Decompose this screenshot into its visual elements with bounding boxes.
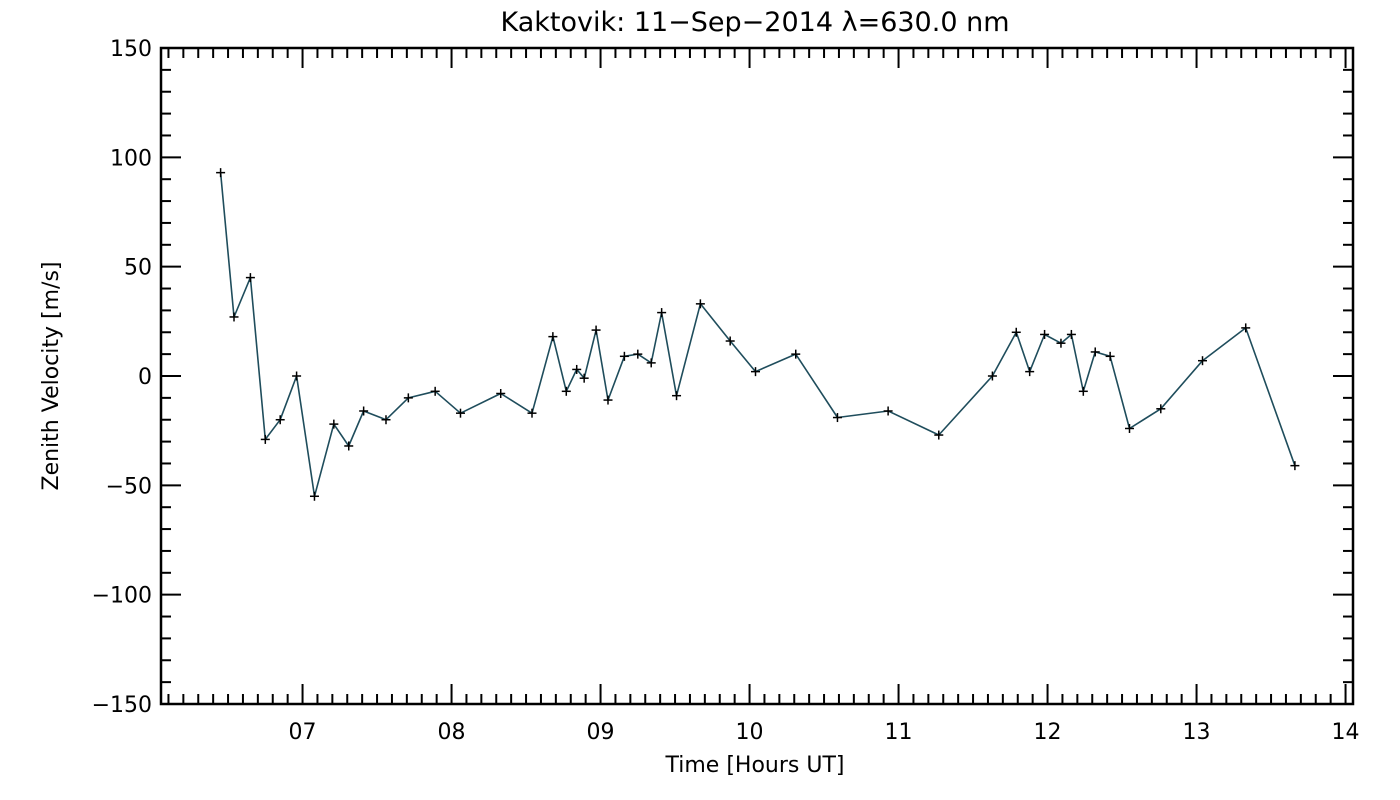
data-point-marker — [619, 351, 629, 361]
y-tick-label: 50 — [124, 256, 152, 281]
data-point-marker — [1066, 329, 1076, 339]
data-point-marker — [260, 434, 270, 444]
data-point-marker — [672, 391, 682, 401]
data-point-marker — [1198, 356, 1208, 366]
data-point-marker — [883, 406, 893, 416]
data-point-marker — [403, 393, 413, 403]
data-point-marker — [1040, 329, 1050, 339]
y-axis-title: Zenith Velocity [m/s] — [39, 262, 64, 491]
data-point-marker — [1078, 386, 1088, 396]
x-axis: 07 08 09 10 11 12 13 14 — [167, 48, 1360, 745]
data-point-marker — [1105, 351, 1115, 361]
data-point-marker — [657, 308, 667, 318]
y-axis: −150 −100 −50 0 50 100 150 — [92, 37, 1353, 718]
y-tick-label: −50 — [106, 474, 152, 499]
data-point-marker — [229, 312, 239, 322]
data-point-marker — [1156, 404, 1166, 414]
data-point-marker — [430, 386, 440, 396]
data-point-marker — [1025, 367, 1035, 377]
data-point-marker — [344, 441, 354, 451]
data-point-marker — [548, 332, 558, 342]
x-axis-title: Time [Hours UT] — [665, 753, 845, 778]
plot-frame — [159, 46, 1355, 706]
data-point-marker — [381, 415, 391, 425]
data-point-marker — [292, 371, 302, 381]
data-point-marker — [309, 491, 319, 501]
y-tick-label: −150 — [92, 693, 152, 718]
data-point-marker — [1241, 323, 1251, 333]
chart-title: Kaktovik: 11−Sep−2014 λ=630.0 nm — [501, 7, 1010, 38]
series-layer — [216, 168, 1300, 501]
data-point-marker — [832, 413, 842, 423]
data-point-marker — [633, 349, 643, 359]
x-tick-label: 07 — [289, 720, 317, 745]
data-point-marker — [329, 419, 339, 429]
x-tick-label: 14 — [1332, 720, 1360, 745]
x-tick-label: 10 — [736, 720, 764, 745]
data-point-marker — [1011, 327, 1021, 337]
y-tick-label: 150 — [110, 37, 152, 62]
y-tick-label: 100 — [110, 146, 152, 171]
data-point-marker — [561, 386, 571, 396]
data-point-marker — [646, 358, 656, 368]
data-point-marker — [791, 349, 801, 359]
y-tick-label: −100 — [92, 584, 152, 609]
y-tick-label: 0 — [138, 365, 152, 390]
data-point-marker — [216, 168, 226, 178]
data-point-marker — [987, 371, 997, 381]
data-point-marker — [527, 408, 537, 418]
data-point-marker — [496, 388, 506, 398]
x-tick-label: 09 — [587, 720, 615, 745]
data-point-marker — [245, 273, 255, 283]
series-line — [219, 172, 1296, 498]
data-point-marker — [1125, 423, 1134, 433]
data-point-marker — [275, 415, 285, 425]
data-point-marker — [751, 367, 761, 377]
data-point-marker — [591, 325, 601, 335]
data-point-marker — [1056, 338, 1066, 348]
x-tick-label: 11 — [885, 720, 913, 745]
data-point-marker — [572, 364, 582, 374]
data-point-marker — [695, 299, 705, 309]
data-point-marker — [934, 430, 944, 440]
data-point-marker — [579, 373, 589, 383]
x-tick-label: 12 — [1034, 720, 1062, 745]
x-tick-label: 13 — [1183, 720, 1211, 745]
x-tick-label: 08 — [438, 720, 466, 745]
data-point-marker — [1290, 461, 1300, 471]
data-point-marker — [725, 336, 735, 346]
data-point-marker — [455, 408, 465, 418]
data-point-marker — [359, 406, 369, 416]
data-point-marker — [603, 395, 613, 405]
data-point-marker — [1090, 347, 1100, 357]
